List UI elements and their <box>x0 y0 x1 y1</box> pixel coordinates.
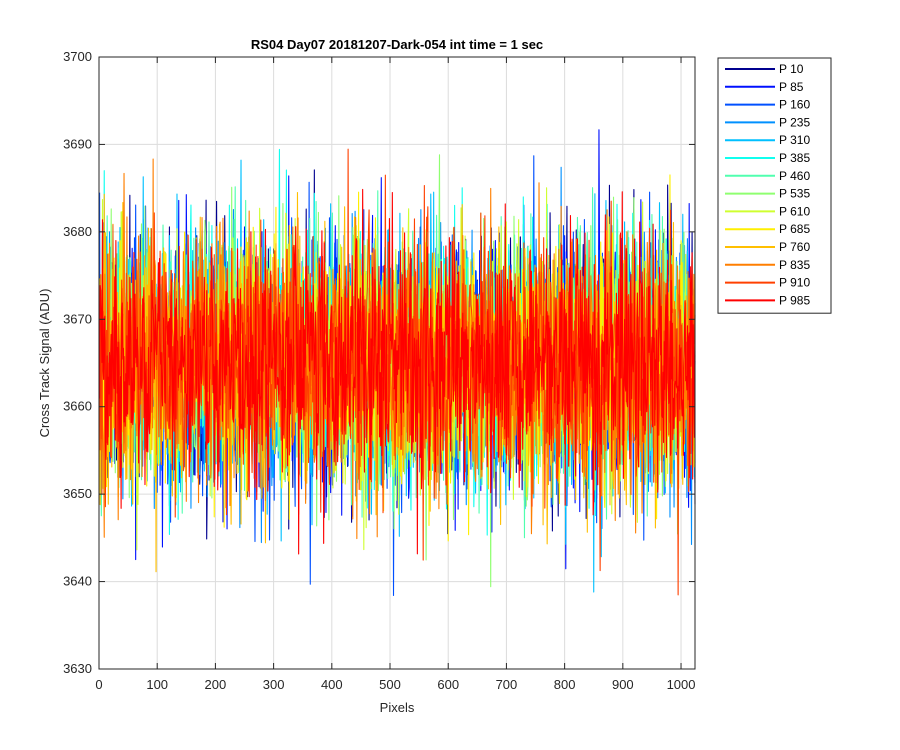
legend-label: P 385 <box>779 151 810 165</box>
legend-label: P 910 <box>779 276 810 290</box>
y-tick-label: 3690 <box>63 136 92 151</box>
legend-label: P 985 <box>779 293 810 307</box>
x-tick-label: 300 <box>263 677 285 692</box>
legend-label: P 460 <box>779 169 810 183</box>
x-axis-label: Pixels <box>380 700 415 715</box>
x-tick-label: 800 <box>554 677 576 692</box>
series-lines <box>99 129 696 597</box>
axes-box <box>98 56 696 670</box>
legend-label: P 10 <box>779 62 804 76</box>
y-tick-label: 3640 <box>63 574 92 589</box>
x-tick-label: 100 <box>146 677 168 692</box>
legend-label: P 535 <box>779 187 810 201</box>
x-tick-label: 700 <box>496 677 518 692</box>
x-tick-label: 500 <box>379 677 401 692</box>
ticks: 0 100 200 300 400 500 600 700 800 900 1000 3630 3640… <box>63 49 695 692</box>
legend-box <box>717 57 832 314</box>
legend-label: P 760 <box>779 240 810 254</box>
y-tick-label: 3680 <box>63 224 92 239</box>
series-line-p985 <box>99 188 696 555</box>
legend-label: P 235 <box>779 115 810 129</box>
legend: P 10 P 85 P 160 P 235 P 310 P 385 P 460 P 535 P … <box>717 57 832 314</box>
legend-label: P 310 <box>779 133 810 147</box>
y-axis-label: Cross Track Signal (ADU) <box>37 289 52 438</box>
y-tick-label: 3660 <box>63 399 92 414</box>
legend-label: P 685 <box>779 222 810 236</box>
y-tick-label: 3700 <box>63 49 92 64</box>
x-tick-label: 200 <box>205 677 227 692</box>
y-tick-label: 3670 <box>63 311 92 326</box>
x-tick-label: 400 <box>321 677 343 692</box>
legend-label: P 160 <box>779 98 810 112</box>
legend-label: P 85 <box>779 80 804 94</box>
x-tick-label: 1000 <box>667 677 696 692</box>
x-tick-label: 0 <box>95 677 102 692</box>
legend-label: P 835 <box>779 258 810 272</box>
y-tick-label: 3650 <box>63 486 92 501</box>
chart-title: RS04 Day07 20181207-Dark-054 int time = … <box>251 37 543 52</box>
legend-label: P 610 <box>779 204 810 218</box>
x-tick-label: 900 <box>612 677 634 692</box>
x-tick-label: 600 <box>437 677 459 692</box>
y-tick-label: 3630 <box>63 661 92 676</box>
